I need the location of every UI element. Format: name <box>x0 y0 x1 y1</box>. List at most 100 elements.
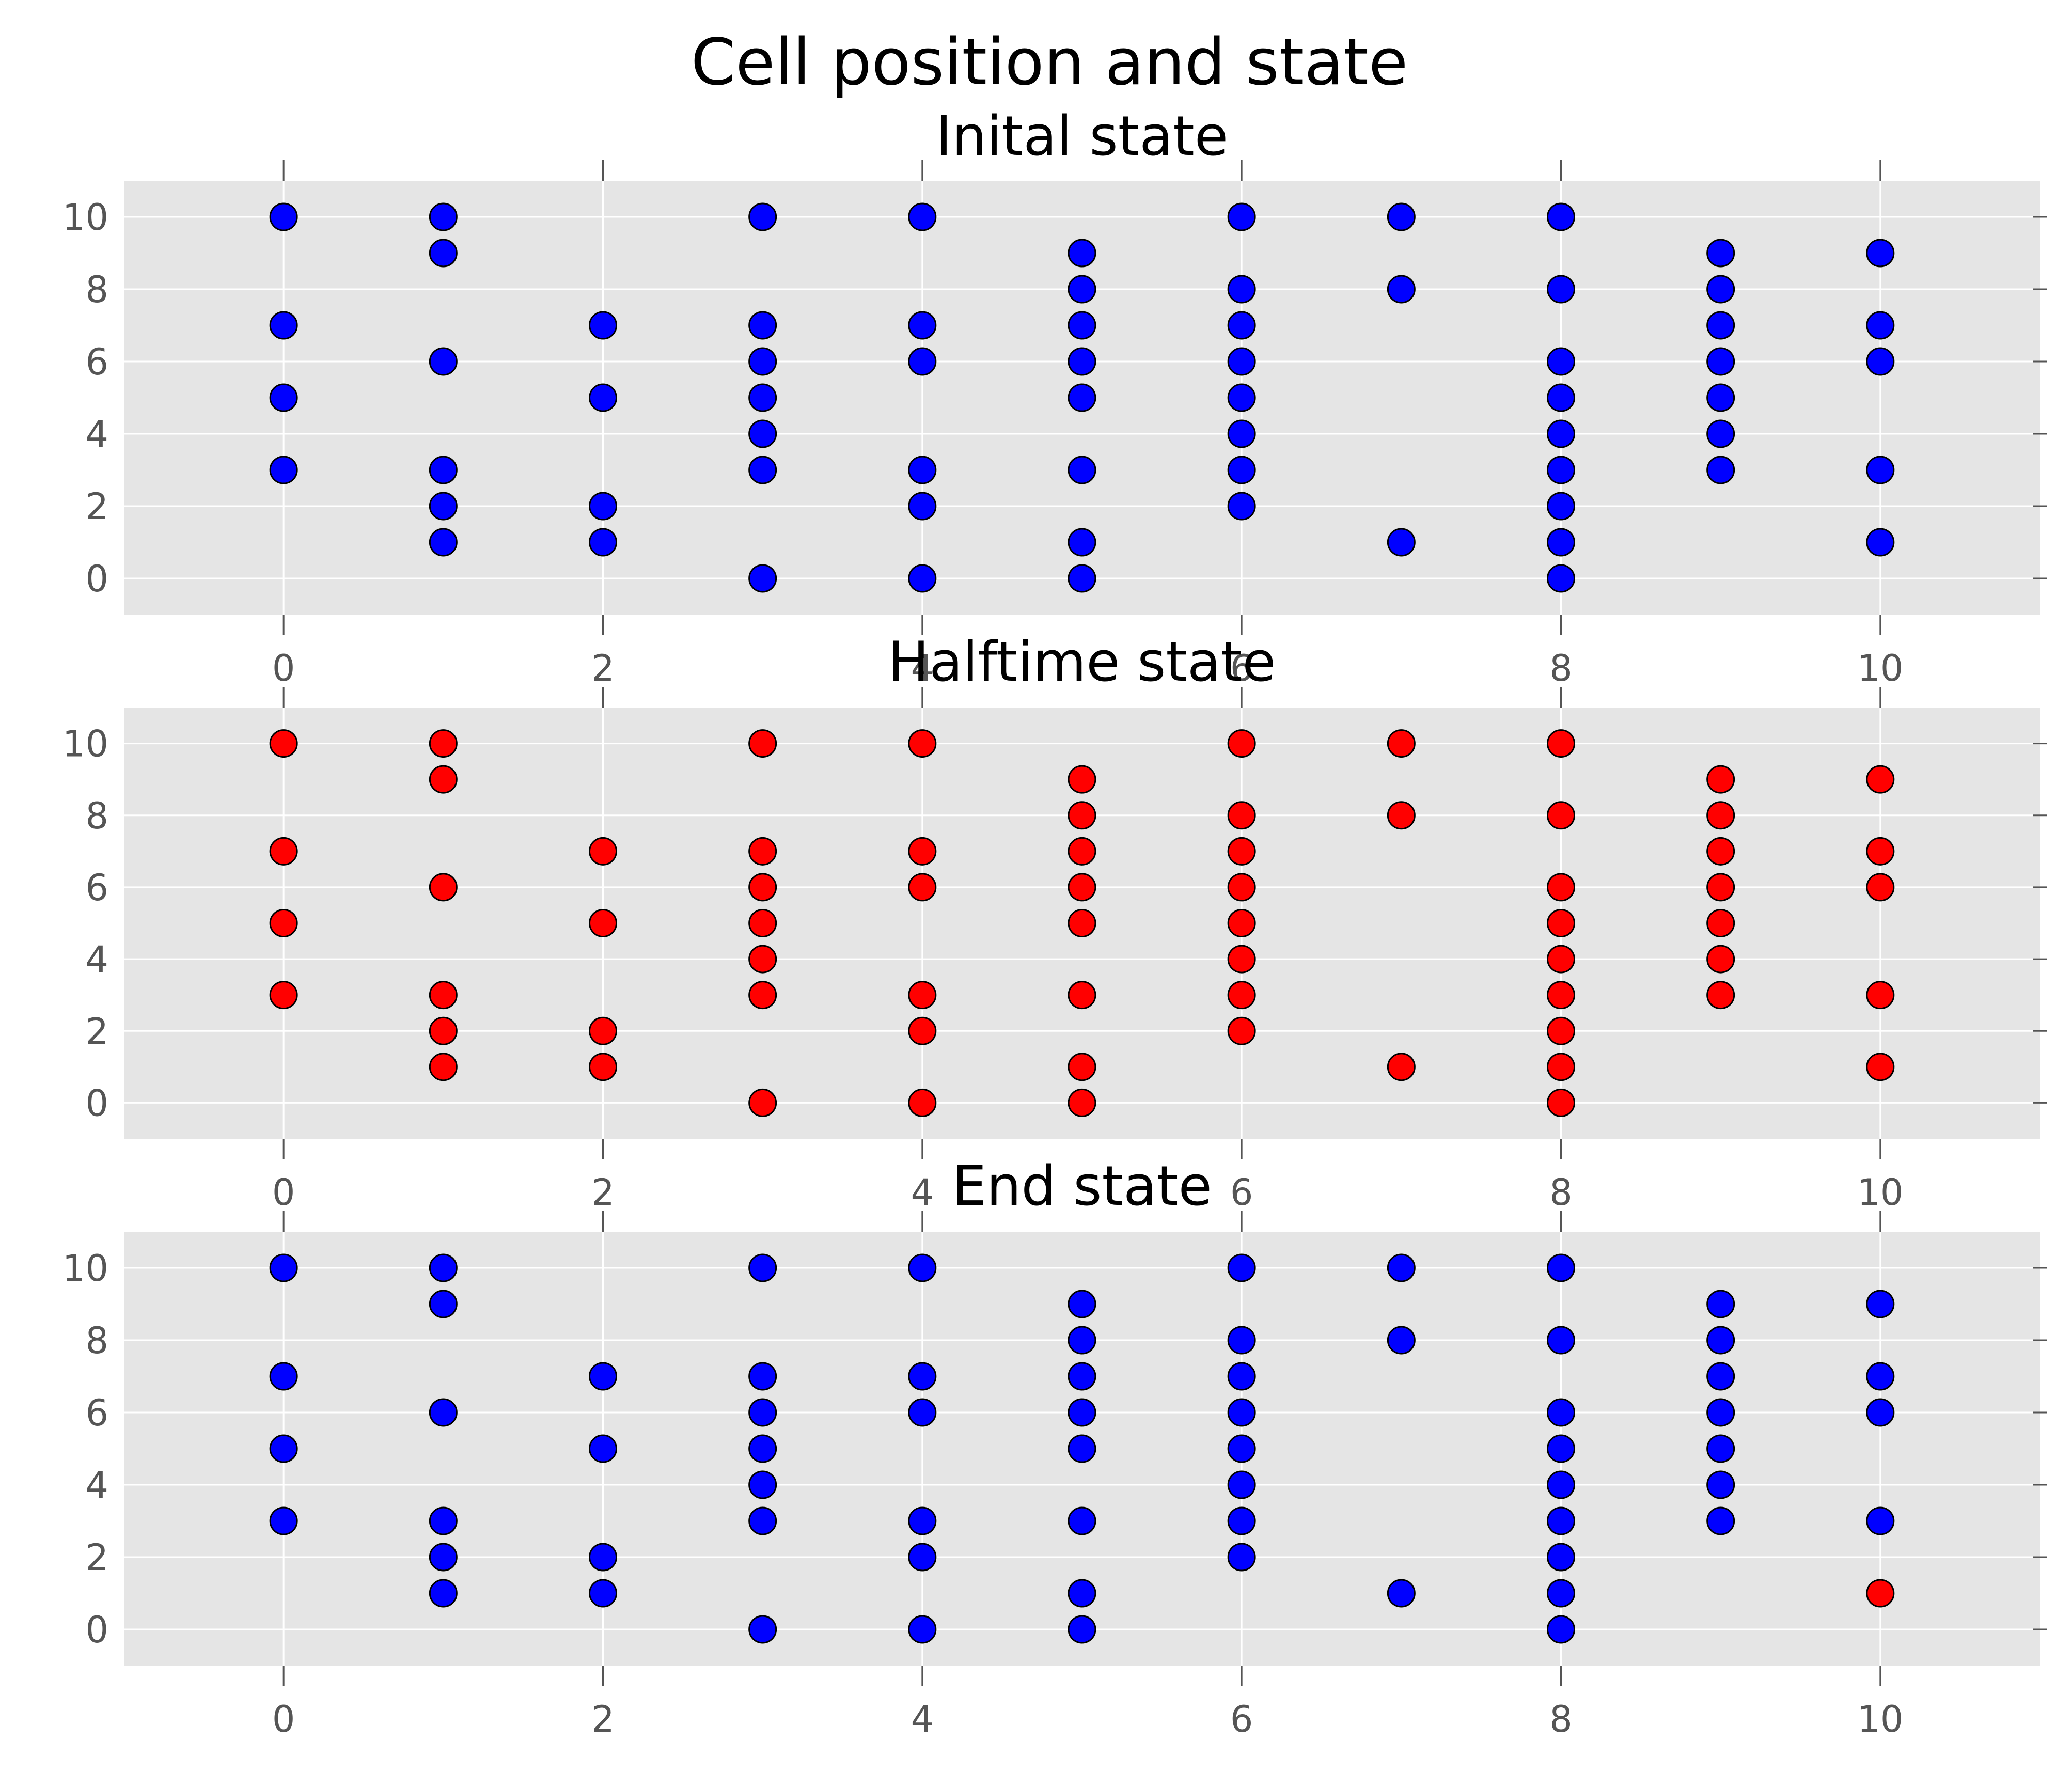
scatter-point-blue <box>1068 1290 1096 1318</box>
scatter-point-blue <box>748 1615 777 1644</box>
scatter-point-red <box>1706 801 1735 830</box>
scatter-point-blue <box>429 1543 458 1572</box>
y-tick-label: 2 <box>85 1536 108 1579</box>
scatter-point-red <box>1547 1053 1575 1081</box>
scatter-point-blue <box>1227 1253 1256 1282</box>
scatter-point-red <box>1706 909 1735 937</box>
scatter-point-blue <box>1706 1506 1735 1535</box>
scatter-point-blue <box>1547 1253 1575 1282</box>
scatter-point-blue <box>748 419 777 448</box>
scatter-point-red <box>748 981 777 1010</box>
scatter-point-red <box>1866 873 1895 902</box>
scatter-point-blue <box>429 1506 458 1535</box>
scatter-point-red <box>1227 1016 1256 1045</box>
scatter-point-blue <box>908 202 937 231</box>
scatter-point-blue <box>908 564 937 593</box>
scatter-point-red <box>429 765 458 794</box>
scatter-point-blue <box>1227 1362 1256 1391</box>
scatter-point-blue <box>1227 1434 1256 1463</box>
scatter-point-red <box>908 981 937 1010</box>
scatter-point-blue <box>1068 1434 1096 1463</box>
figure-title: Cell position and state <box>691 25 1408 100</box>
scatter-point-red <box>269 729 298 758</box>
panel-title: End state <box>952 1154 1212 1218</box>
scatter-point-red <box>429 981 458 1010</box>
scatter-point-red <box>748 909 777 937</box>
scatter-point-blue <box>1387 1253 1416 1282</box>
y-tick-label: 2 <box>85 1010 108 1053</box>
scatter-point-blue <box>1068 1362 1096 1391</box>
scatter-point-blue <box>1547 1543 1575 1572</box>
y-tick-label: 6 <box>85 867 108 909</box>
scatter-point-blue <box>589 1362 617 1391</box>
scatter-point-blue <box>1706 311 1735 340</box>
scatter-point-blue <box>429 1290 458 1318</box>
panel-title: Halftime state <box>888 630 1276 694</box>
scatter-point-red <box>1866 1053 1895 1081</box>
y-tick-label: 10 <box>62 723 108 765</box>
y-tick-label: 6 <box>85 341 108 383</box>
scatter-point-blue <box>589 528 617 557</box>
scatter-point-red <box>1547 873 1575 902</box>
x-tick-label: 10 <box>1857 647 1903 689</box>
scatter-point-red <box>1068 1088 1096 1117</box>
scatter-point-blue <box>1387 1326 1416 1355</box>
y-tick-label: 10 <box>62 196 108 239</box>
scatter-point-blue <box>1227 419 1256 448</box>
x-tick-label: 0 <box>272 1698 295 1740</box>
scatter-point-blue <box>1706 275 1735 304</box>
scatter-point-blue <box>269 311 298 340</box>
scatter-point-blue <box>1227 456 1256 484</box>
scatter-point-blue <box>1866 1506 1895 1535</box>
scatter-point-blue <box>589 1543 617 1572</box>
scatter-point-blue <box>1866 311 1895 340</box>
scatter-point-red <box>1387 1053 1416 1081</box>
scatter-point-red <box>1387 801 1416 830</box>
scatter-point-blue <box>269 456 298 484</box>
scatter-point-red <box>1547 801 1575 830</box>
scatter-point-blue <box>908 1615 937 1644</box>
x-tick-label: 8 <box>1549 647 1573 689</box>
scatter-point-blue <box>269 1362 298 1391</box>
scatter-point-red <box>429 729 458 758</box>
scatter-point-red <box>748 729 777 758</box>
scatter-point-blue <box>1706 456 1735 484</box>
scatter-point-red <box>1068 765 1096 794</box>
scatter-point-blue <box>908 1253 937 1282</box>
scatter-point-red <box>1227 837 1256 866</box>
scatter-point-blue <box>269 1434 298 1463</box>
x-tick-label: 10 <box>1857 1171 1903 1214</box>
scatter-point-red <box>1068 801 1096 830</box>
scatter-point-blue <box>269 202 298 231</box>
scatter-point-blue <box>748 347 777 376</box>
scatter-point-red <box>1227 873 1256 902</box>
scatter-point-blue <box>429 528 458 557</box>
y-tick-label: 4 <box>85 938 108 981</box>
scatter-point-red <box>1866 765 1895 794</box>
x-tick-label: 6 <box>1230 647 1253 689</box>
scatter-point-red <box>1547 1088 1575 1117</box>
scatter-point-blue <box>748 564 777 593</box>
x-tick-label: 4 <box>911 1171 934 1214</box>
scatter-point-red <box>1547 909 1575 937</box>
scatter-point-blue <box>1547 528 1575 557</box>
scatter-point-blue <box>1866 456 1895 484</box>
scatter-point-blue <box>1068 1579 1096 1608</box>
scatter-point-blue <box>1068 564 1096 593</box>
scatter-point-red <box>908 729 937 758</box>
scatter-point-blue <box>908 311 937 340</box>
scatter-point-blue <box>1227 311 1256 340</box>
scatter-point-blue <box>1866 239 1895 268</box>
scatter-point-red <box>1068 873 1096 902</box>
scatter-point-blue <box>1547 202 1575 231</box>
scatter-point-blue <box>1866 528 1895 557</box>
scatter-point-blue <box>429 202 458 231</box>
scatter-point-blue <box>1387 275 1416 304</box>
x-tick-label: 2 <box>591 1698 615 1740</box>
y-tick-label: 8 <box>85 1320 108 1362</box>
scatter-point-blue <box>1547 564 1575 593</box>
y-tick-label: 4 <box>85 1464 108 1506</box>
x-tick-label: 4 <box>911 647 934 689</box>
y-tick-label: 2 <box>85 485 108 528</box>
